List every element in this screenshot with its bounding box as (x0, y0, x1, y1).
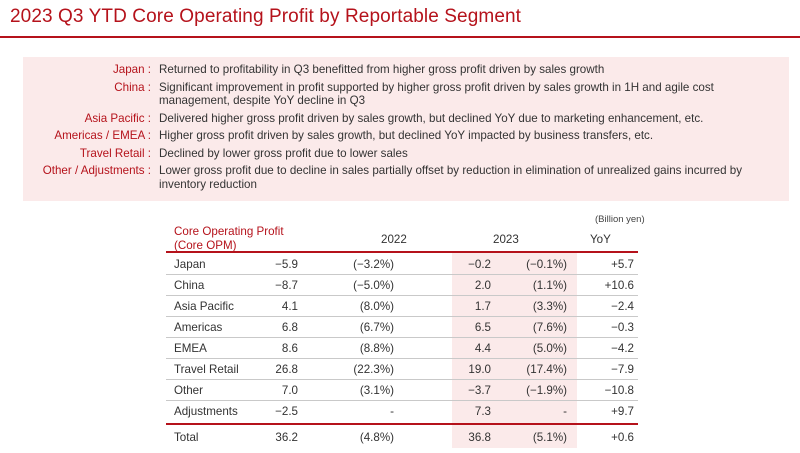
note-travel-retail: Travel Retail : Declined by lower gross … (23, 147, 789, 161)
table-row: Other 7.0 (3.1%) −3.7 (−1.9%) −10.8 (166, 380, 638, 401)
segment-notes-panel: Japan : Returned to profitability in Q3 … (23, 57, 789, 201)
value-2023: −0.2 (468, 258, 491, 271)
header-yoy: YoY (590, 233, 611, 246)
note-text: Higher gross profit driven by sales grow… (159, 129, 654, 142)
total-yoy-change: +0.6 (611, 431, 634, 444)
value-2022: 8.6 (281, 342, 298, 355)
segment-name: Adjustments (174, 405, 238, 418)
table-row: Americas 6.8 (6.7%) 6.5 (7.6%) −0.3 (166, 317, 638, 338)
yoy-change: −7.9 (611, 363, 634, 376)
margin-2023: (5.0%) (532, 342, 567, 355)
value-2022: 7.0 (281, 384, 298, 397)
segment-name: Americas (174, 321, 223, 334)
yoy-change: +9.7 (611, 405, 634, 418)
value-2022: 6.8 (281, 321, 298, 334)
table-row: EMEA 8.6 (8.8%) 4.4 (5.0%) −4.2 (166, 338, 638, 359)
value-2023: 1.7 (474, 300, 491, 313)
margin-2022: (3.1%) (359, 384, 394, 397)
margin-2023: - (563, 405, 567, 418)
segment-name: China (174, 279, 205, 292)
yoy-change: −0.3 (611, 321, 634, 334)
margin-2023: (17.4%) (526, 363, 567, 376)
segment-name: Japan (174, 258, 206, 271)
note-label: Other / Adjustments : (42, 164, 151, 177)
header-rule (166, 251, 638, 253)
table-row: Japan −5.9 (−3.2%) −0.2 (−0.1%) +5.7 (166, 254, 638, 275)
total-value-2022: 36.2 (275, 431, 298, 444)
note-label: Americas / EMEA : (54, 129, 151, 142)
note-text: Significant improvement in profit suppor… (159, 80, 714, 108)
table-row: Adjustments −2.5 - 7.3 - +9.7 (166, 401, 638, 421)
segment-name: Travel Retail (174, 363, 239, 376)
yoy-change: −4.2 (611, 342, 634, 355)
note-china: China : Significant improvement in profi… (23, 81, 789, 108)
note-japan: Japan : Returned to profitability in Q3 … (23, 63, 789, 77)
header-year-2023: 2023 (493, 233, 519, 246)
note-label: Asia Pacific : (84, 111, 151, 125)
year-2023-column-shade (452, 253, 577, 448)
value-2023: 19.0 (468, 363, 491, 376)
value-2022: 26.8 (275, 363, 298, 376)
note-americas-emea: Americas / EMEA : Higher gross profit dr… (23, 129, 789, 143)
value-2023: −3.7 (468, 384, 491, 397)
table-row: Asia Pacific 4.1 (8.0%) 1.7 (3.3%) −2.4 (166, 296, 638, 317)
table-total-row: Total 36.2 (4.8%) 36.8 (5.1%) +0.6 (166, 427, 638, 447)
note-text: Returned to profitability in Q3 benefitt… (159, 63, 605, 76)
segment-name: Asia Pacific (174, 300, 234, 313)
title-rule (0, 36, 800, 38)
value-2022: −8.7 (275, 279, 298, 292)
core-operating-profit-table: Core Operating Profit (Core OPM) 2022 20… (166, 223, 638, 451)
margin-2023: (−1.9%) (526, 384, 567, 397)
value-2022: 4.1 (281, 300, 298, 313)
margin-2022: - (390, 405, 394, 418)
total-label: Total (174, 431, 199, 444)
margin-2022: (−5.0%) (353, 279, 394, 292)
yoy-change: +5.7 (611, 258, 634, 271)
total-margin-2023: (5.1%) (532, 431, 567, 444)
value-2023: 7.3 (474, 405, 491, 418)
margin-2022: (−3.2%) (353, 258, 394, 271)
page-title: 2023 Q3 YTD Core Operating Profit by Rep… (10, 6, 522, 27)
value-2023: 4.4 (474, 342, 491, 355)
table-row: Travel Retail 26.8 (22.3%) 19.0 (17.4%) … (166, 359, 638, 380)
note-label: Japan : (112, 63, 151, 76)
unit-label: (Billion yen) (595, 214, 645, 225)
margin-2022: (22.3%) (353, 363, 394, 376)
note-text: Declined by lower gross profit due to lo… (159, 146, 408, 160)
margin-2023: (7.6%) (532, 321, 567, 334)
total-margin-2022: (4.8%) (359, 431, 394, 444)
value-2023: 2.0 (474, 279, 491, 292)
margin-2023: (−0.1%) (526, 258, 567, 271)
margin-2022: (8.0%) (359, 300, 394, 313)
yoy-change: −10.8 (604, 384, 634, 397)
total-value-2023: 36.8 (468, 431, 491, 444)
note-text: Delivered higher gross profit driven by … (159, 111, 704, 125)
note-text: Lower gross profit due to decline in sal… (159, 164, 743, 191)
value-2022: −2.5 (275, 405, 298, 418)
header-year-2022: 2022 (381, 233, 407, 246)
note-asia-pacific: Asia Pacific : Delivered higher gross pr… (23, 112, 789, 126)
yoy-change: +10.6 (604, 279, 634, 292)
margin-2023: (1.1%) (532, 279, 567, 292)
table-header-label: Core Operating Profit (Core OPM) (174, 225, 284, 252)
value-2022: −5.9 (275, 258, 298, 271)
note-label: China : (114, 80, 151, 94)
header-label-line-2: (Core OPM) (174, 238, 237, 252)
total-rule (166, 423, 638, 425)
value-2023: 6.5 (474, 321, 491, 334)
segment-name: EMEA (174, 342, 207, 355)
yoy-change: −2.4 (611, 300, 634, 313)
margin-2022: (6.7%) (359, 321, 394, 334)
table-row: China −8.7 (−5.0%) 2.0 (1.1%) +10.6 (166, 275, 638, 296)
note-label: Travel Retail : (79, 146, 151, 160)
segment-name: Other (174, 384, 203, 397)
header-label-line-1: Core Operating Profit (174, 225, 284, 238)
margin-2023: (3.3%) (532, 300, 567, 313)
margin-2022: (8.8%) (359, 342, 394, 355)
note-other-adjustments: Other / Adjustments : Lower gross profit… (23, 164, 789, 191)
